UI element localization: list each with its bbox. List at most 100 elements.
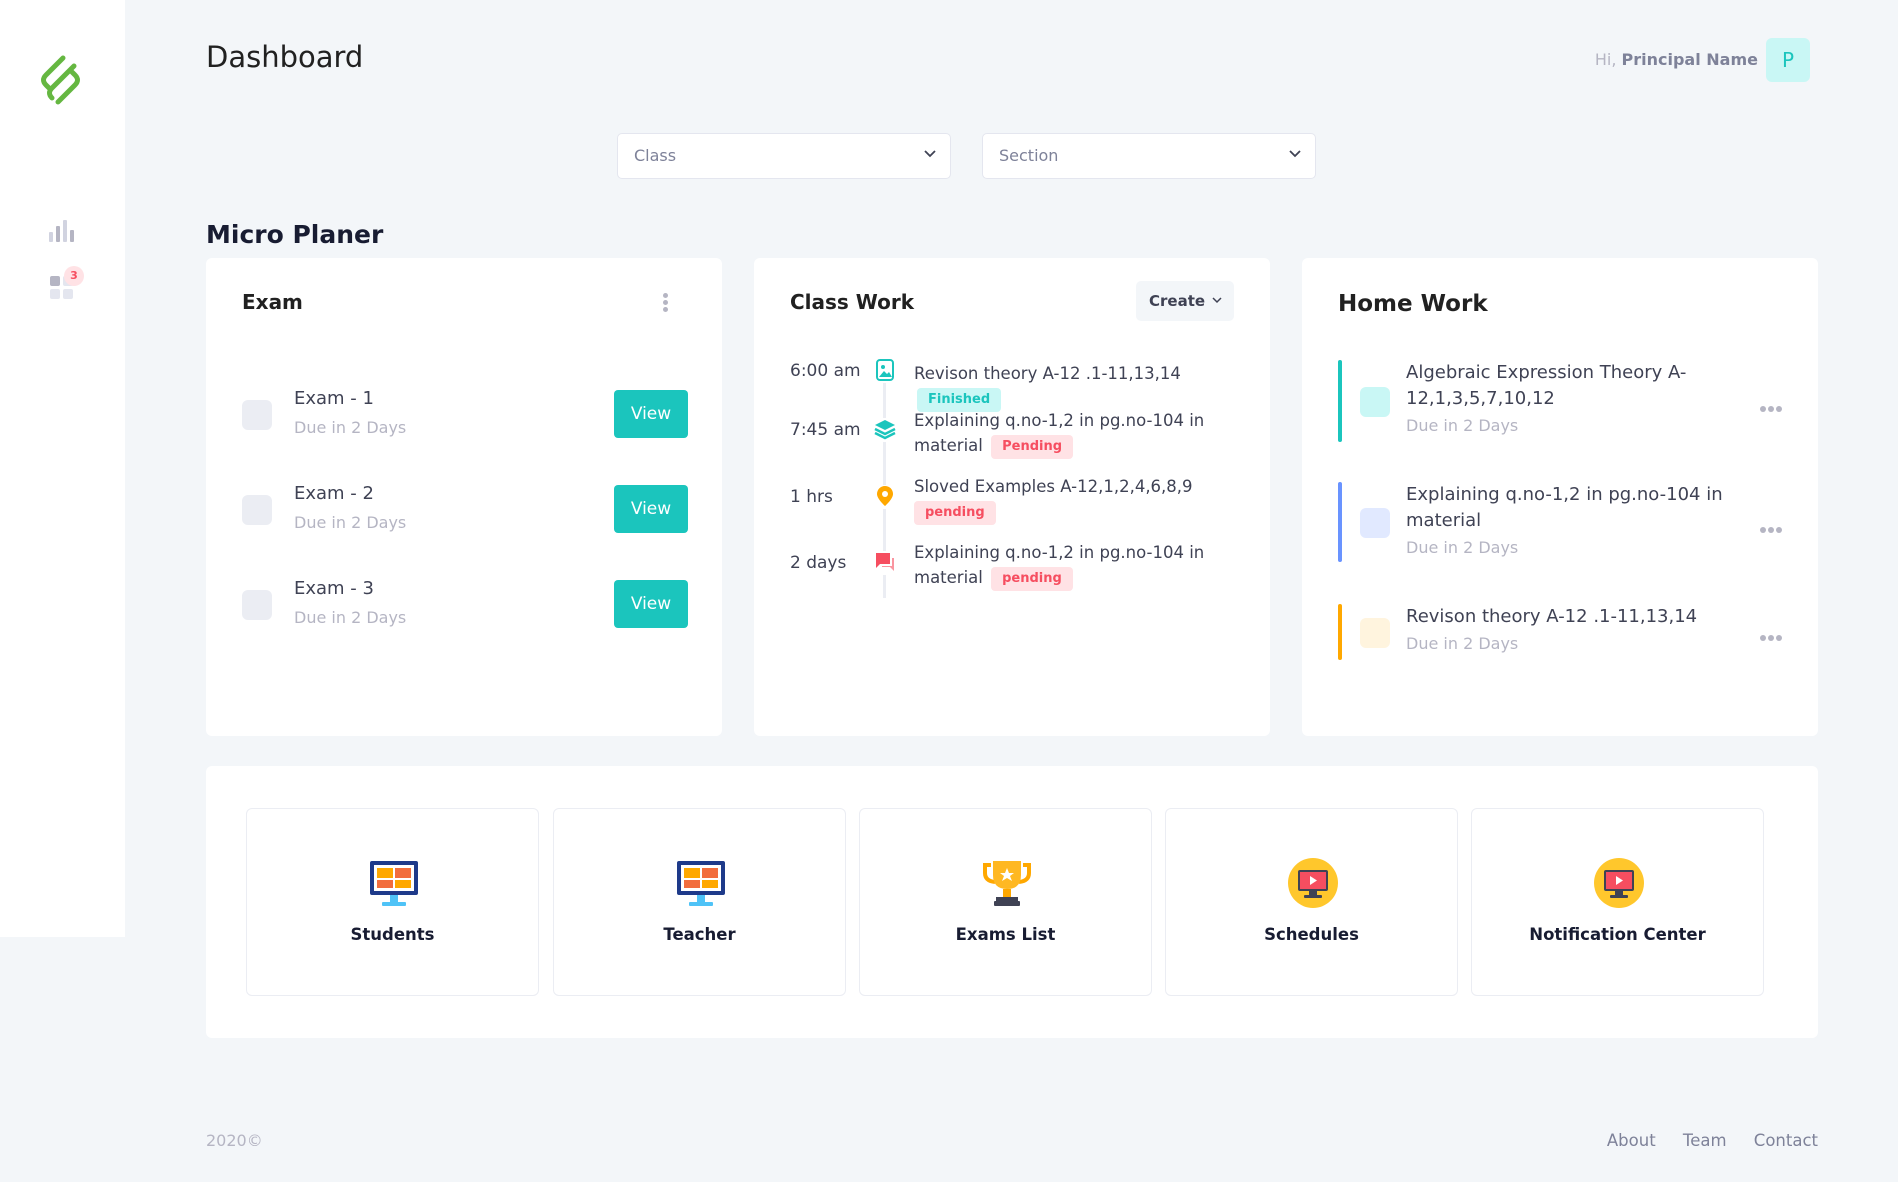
homework-due: Due in 2 Days (1406, 538, 1519, 557)
exam-card: Exam Exam - 1 Due in 2 Days View Exam - … (206, 258, 722, 736)
status-badge: pending (991, 566, 1073, 591)
footer-link-contact[interactable]: Contact (1753, 1131, 1818, 1150)
students-tile[interactable]: Students (246, 808, 539, 996)
home-work-title: Home Work (1338, 291, 1488, 317)
homework-item: Algebraic Expression Theory A-12,1,3,5,7… (1338, 360, 1784, 444)
footer-link-about[interactable]: About (1606, 1131, 1656, 1150)
timeline-item: 2 days Explaining q.no-1,2 in pg.no-104 … (790, 540, 1240, 596)
user-greeting: Hi, Principal Name (1595, 50, 1758, 69)
create-label: Create (1149, 292, 1206, 310)
chevron-down-icon (1212, 297, 1222, 304)
schedules-tile[interactable]: Schedules (1165, 808, 1458, 996)
view-button[interactable]: View (614, 485, 688, 533)
timeline-text: Explaining q.no-1,2 in pg.no-104 in mate… (914, 408, 1214, 459)
timeline-text: Sloved Examples A-12,1,2,4,6,8,9 pending (914, 474, 1214, 525)
homework-accent-bar (1338, 360, 1342, 442)
homework-due: Due in 2 Days (1406, 634, 1519, 653)
footer-nav: About Team Contact (1585, 1131, 1818, 1150)
status-badge: pending (914, 500, 996, 525)
tile-label: Schedules (1264, 925, 1359, 944)
homework-accent-bar (1338, 604, 1342, 660)
timeline-item: 1 hrs Sloved Examples A-12,1,2,4,6,8,9 p… (790, 474, 1240, 530)
timeline-text: Revison theory A-12 .1-11,13,14 Finished (914, 361, 1254, 412)
timeline-description: Revison theory A-12 .1-11,13,14 (914, 364, 1181, 383)
homework-item: Explaining q.no-1,2 in pg.no-104 in mate… (1338, 482, 1784, 566)
homework-title: Explaining q.no-1,2 in pg.no-104 in mate… (1406, 484, 1723, 531)
timeline-time: 1 hrs (790, 487, 833, 507)
tile-label: Teacher (663, 925, 736, 944)
user-name[interactable]: Principal Name (1621, 50, 1758, 69)
greeting-prefix: Hi, (1594, 50, 1617, 69)
trophy-icon (981, 857, 1033, 909)
timeline-item: 7:45 am Explaining q.no-1,2 in pg.no-104… (790, 408, 1240, 464)
homework-title: Algebraic Expression Theory A-12,1,3,5,7… (1406, 362, 1687, 409)
section-select-value: Section (999, 146, 1059, 165)
homework-title: Revison theory A-12 .1-11,13,14 (1406, 606, 1698, 627)
monitor-grid-icon (675, 857, 727, 909)
homework-accent-bar (1338, 482, 1342, 562)
more-horizontal-icon[interactable] (1760, 518, 1784, 533)
exam-item: Exam - 2 Due in 2 Days View (242, 483, 688, 539)
exam-item: Exam - 3 Due in 2 Days View (242, 578, 688, 634)
chevron-down-icon (1289, 150, 1301, 158)
avatar[interactable]: P (1766, 38, 1810, 82)
footer-copyright: 2020© (206, 1131, 263, 1150)
tile-label: Exams List (955, 925, 1056, 944)
exam-checkbox[interactable] (242, 400, 272, 430)
location-pin-icon (874, 485, 896, 509)
notification-center-tile[interactable]: Notification Center (1471, 808, 1764, 996)
chevron-down-icon (924, 150, 936, 158)
logo-icon[interactable] (36, 52, 86, 108)
status-badge: Pending (991, 434, 1074, 459)
exam-name: Exam - 3 (294, 578, 374, 599)
exam-due: Due in 2 Days (294, 513, 407, 532)
page-title: Dashboard (206, 40, 364, 74)
tile-label: Notification Center (1529, 925, 1706, 944)
quick-links-panel: Students Teacher (206, 766, 1818, 1038)
more-vertical-icon[interactable] (661, 291, 669, 315)
exam-checkbox[interactable] (242, 495, 272, 525)
exam-card-title: Exam (242, 290, 303, 314)
view-button[interactable]: View (614, 580, 688, 628)
monitor-grid-icon (368, 857, 420, 909)
more-horizontal-icon[interactable] (1760, 626, 1784, 641)
homework-checkbox[interactable] (1360, 508, 1390, 538)
timeline-item: 6:00 am Revison theory A-12 .1-11,13,14 … (790, 359, 1240, 412)
footer-link-team[interactable]: Team (1682, 1131, 1727, 1150)
timeline-description: Explaining q.no-1,2 in pg.no-104 in mate… (914, 543, 1205, 587)
timeline-time: 7:45 am (790, 420, 861, 440)
timeline-time: 6:00 am (790, 361, 861, 381)
sidebar: 3 (0, 0, 125, 937)
tile-label: Students (350, 925, 435, 944)
section-title: Micro Planer (206, 220, 384, 249)
image-icon (874, 359, 896, 383)
exams-list-tile[interactable]: Exams List (859, 808, 1152, 996)
homework-checkbox[interactable] (1360, 387, 1390, 417)
timeline-time: 2 days (790, 553, 847, 573)
bar-chart-icon[interactable] (46, 218, 76, 246)
timeline-line (883, 368, 886, 598)
exam-name: Exam - 2 (294, 483, 374, 504)
homework-checkbox[interactable] (1360, 618, 1390, 648)
exam-checkbox[interactable] (242, 590, 272, 620)
create-dropdown-button[interactable]: Create (1136, 281, 1234, 321)
status-badge: Finished (917, 387, 1002, 412)
video-monitor-icon (1287, 857, 1339, 909)
more-horizontal-icon[interactable] (1760, 397, 1784, 412)
timeline-description: Explaining q.no-1,2 in pg.no-104 in mate… (914, 411, 1205, 455)
homework-due: Due in 2 Days (1406, 416, 1519, 435)
class-select[interactable]: Class (617, 133, 951, 179)
video-monitor-icon (1593, 857, 1645, 909)
chat-icon (874, 551, 896, 575)
exam-due: Due in 2 Days (294, 418, 407, 437)
view-button[interactable]: View (614, 390, 688, 438)
exam-due: Due in 2 Days (294, 608, 407, 627)
class-select-value: Class (634, 146, 677, 165)
teacher-tile[interactable]: Teacher (553, 808, 846, 996)
timeline-description: Sloved Examples A-12,1,2,4,6,8,9 (914, 477, 1193, 496)
section-select[interactable]: Section (982, 133, 1316, 179)
exam-item: Exam - 1 Due in 2 Days View (242, 388, 688, 444)
timeline-text: Explaining q.no-1,2 in pg.no-104 in mate… (914, 540, 1214, 591)
homework-item: Revison theory A-12 .1-11,13,14 Due in 2… (1338, 604, 1784, 664)
